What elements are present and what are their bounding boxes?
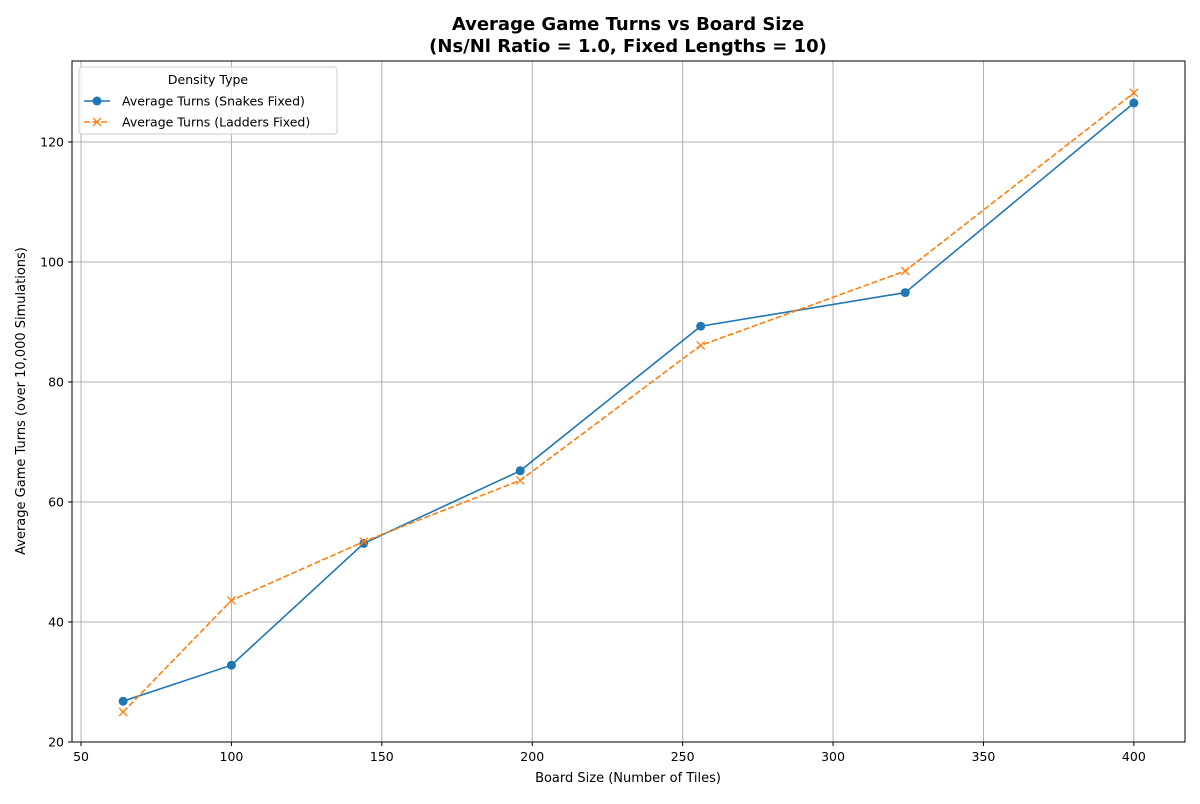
x-axis-label: Board Size (Number of Tiles) bbox=[535, 771, 721, 786]
x-tick-label: 50 bbox=[73, 749, 89, 764]
x-marker-stroke bbox=[118, 707, 128, 717]
x-tick-label: 250 bbox=[671, 749, 695, 764]
legend: Density Type Average Turns (Snakes Fixed… bbox=[78, 66, 338, 135]
chart-title-line-1: Average Game Turns vs Board Size bbox=[452, 14, 804, 35]
axes-frame bbox=[71, 60, 1186, 743]
data-point-snakes-fixed bbox=[1129, 98, 1139, 108]
legend-marker-snakes-fixed bbox=[92, 96, 102, 106]
data-point-snakes-fixed bbox=[226, 660, 236, 670]
x-tick-label: 200 bbox=[520, 749, 544, 764]
legend-label-ladders-fixed: Average Turns (Ladders Fixed) bbox=[122, 115, 310, 130]
x-tick-label: 100 bbox=[220, 749, 244, 764]
chart-title-line-2: (Ns/Nl Ratio = 1.0, Fixed Lengths = 10) bbox=[429, 36, 827, 57]
x-marker-stroke bbox=[1129, 88, 1139, 98]
legend-title: Density Type bbox=[168, 72, 249, 87]
data-point-ladders-fixed bbox=[900, 266, 910, 276]
legend-label-snakes-fixed: Average Turns (Snakes Fixed) bbox=[122, 94, 305, 109]
x-tick-label: 150 bbox=[370, 749, 394, 764]
y-tick-label: 20 bbox=[48, 735, 64, 750]
y-tick-label: 40 bbox=[48, 615, 64, 630]
y-tick-label: 60 bbox=[48, 495, 64, 510]
x-marker-stroke bbox=[515, 475, 525, 485]
legend-box bbox=[78, 66, 338, 135]
legend-entries: Average Turns (Snakes Fixed) Average Turn… bbox=[84, 94, 310, 130]
y-tick-label: 100 bbox=[40, 255, 64, 270]
series-line-snakes-fixed bbox=[122, 102, 1135, 702]
data-point-ladders-fixed bbox=[696, 340, 706, 350]
data-point-snakes-fixed bbox=[900, 288, 910, 298]
x-marker-stroke bbox=[92, 117, 102, 127]
data-point-ladders-fixed bbox=[515, 475, 525, 485]
series-layer bbox=[118, 88, 1139, 717]
data-point-ladders-fixed bbox=[1129, 88, 1139, 98]
x-tick-label: 400 bbox=[1122, 749, 1146, 764]
data-point-snakes-fixed bbox=[359, 538, 369, 548]
data-point-snakes-fixed bbox=[118, 696, 128, 706]
data-point-snakes-fixed bbox=[696, 321, 706, 331]
data-point-ladders-fixed bbox=[359, 537, 369, 547]
series-line-ladders-fixed bbox=[122, 92, 1135, 713]
data-point-snakes-fixed bbox=[515, 466, 525, 476]
y-tick-label: 120 bbox=[40, 135, 64, 150]
x-marker-stroke bbox=[900, 266, 910, 276]
x-marker-stroke bbox=[696, 340, 706, 350]
data-point-ladders-fixed bbox=[226, 595, 236, 605]
x-tick-label: 350 bbox=[972, 749, 996, 764]
data-point-ladders-fixed bbox=[118, 707, 128, 717]
axis-ticks: 50 100 150 200 250 300 350 400 20 40 60 80 100 120 bbox=[40, 135, 1146, 765]
y-axis-label: Average Game Turns (over 10,000 Simulati… bbox=[14, 247, 29, 555]
y-tick-label: 80 bbox=[48, 375, 64, 390]
x-marker-stroke bbox=[226, 595, 236, 605]
grid-lines bbox=[72, 61, 1185, 743]
x-marker-stroke bbox=[359, 537, 369, 547]
legend-marker-ladders-fixed bbox=[92, 117, 102, 127]
x-tick-label: 300 bbox=[821, 749, 845, 764]
